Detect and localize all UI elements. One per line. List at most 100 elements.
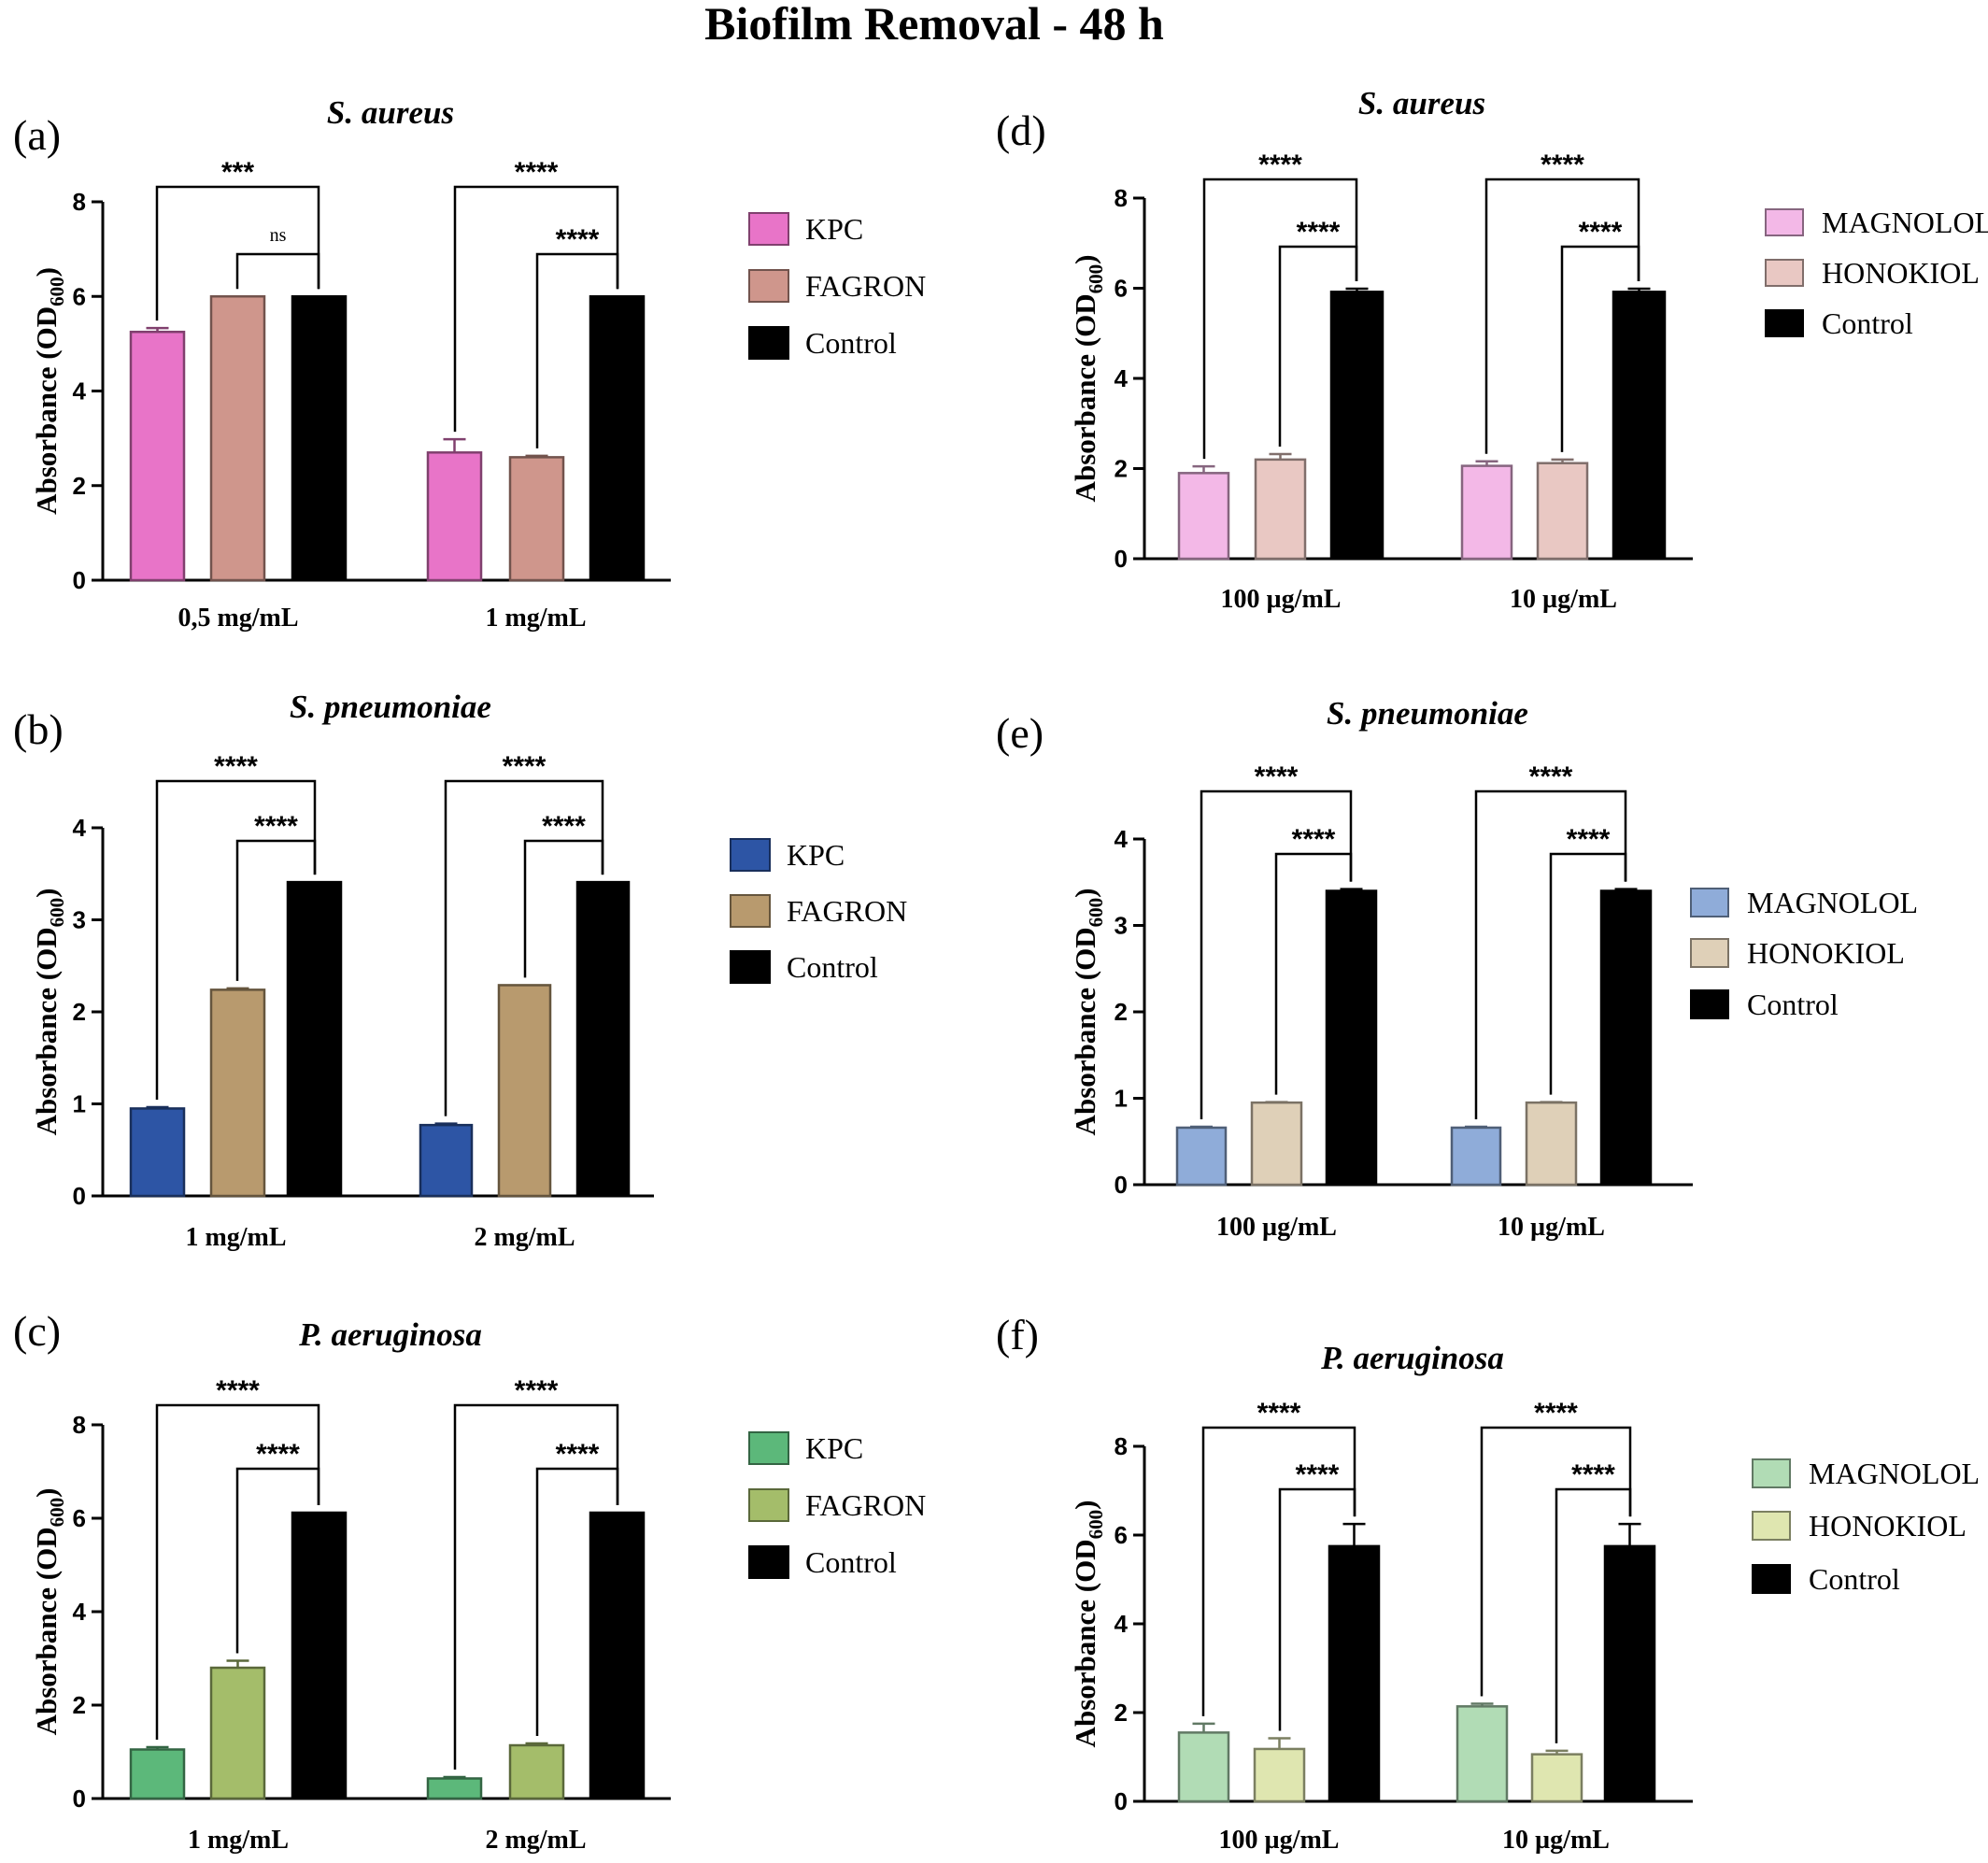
significance-bracket — [1480, 1426, 1632, 1697]
y-tick-label: 3 — [1115, 912, 1128, 940]
significance-label: **** — [254, 811, 298, 842]
bar-fagron — [508, 1743, 565, 1800]
legend-swatch — [748, 326, 789, 360]
significance-label: **** — [1541, 149, 1584, 180]
bar-magnolol — [1456, 1705, 1509, 1803]
legend-label: MAGNOLOL — [1809, 1457, 1980, 1490]
x-tick-label: 10 µg/mL — [1498, 1213, 1605, 1242]
x-tick-label: 2 mg/mL — [474, 1223, 575, 1252]
legend-swatch — [748, 1431, 789, 1465]
significance-bracket — [155, 185, 320, 321]
figure-title: Biofilm Removal - 48 h — [704, 0, 1164, 50]
bar-control — [1603, 1544, 1656, 1803]
y-tick-label: 2 — [1115, 998, 1128, 1026]
significance-label: **** — [1292, 824, 1336, 855]
panel-letter: (e) — [996, 709, 1044, 757]
chart-panel-a: (a) S. aureus Absorbance (OD600) 0 2 4 6 8 0,5 m… — [13, 94, 926, 633]
y-axis-label-main: Absorbance (OD — [30, 927, 63, 1135]
y-tick-label: 4 — [1115, 1610, 1129, 1638]
significance-label: **** — [542, 811, 586, 842]
x-tick-label: 10 µg/mL — [1510, 585, 1617, 614]
bar-kpc — [129, 330, 186, 582]
significance-label: **** — [1529, 761, 1573, 792]
chart-panel-c: (c) P. aeruginosa Absorbance (OD600) 0 2 4 6 8 1… — [13, 1307, 926, 1855]
panel-letter: (d) — [996, 107, 1046, 154]
legend-swatch — [1765, 208, 1804, 236]
y-tick-label: 0 — [73, 1182, 86, 1210]
legend-label: Control — [1747, 988, 1839, 1021]
bar-fagron — [209, 988, 266, 1198]
significance-label: **** — [1567, 824, 1611, 855]
y-tick-label: 1 — [1115, 1085, 1128, 1113]
significance-bracket — [1549, 852, 1627, 1095]
significance-bracket — [155, 1403, 320, 1740]
y-axis-label-subscript: 600 — [46, 1498, 68, 1528]
significance-bracket — [1201, 1426, 1356, 1716]
significance-bracket — [235, 839, 317, 981]
bar-control — [589, 295, 646, 582]
significance-label: **** — [1571, 1459, 1615, 1490]
y-tick-label: 2 — [73, 472, 86, 500]
bar-control — [286, 880, 343, 1198]
panel-letter: (f) — [996, 1311, 1039, 1358]
bar-fagron — [209, 295, 266, 582]
legend-label: Control — [805, 1545, 897, 1579]
bar-control — [291, 1511, 348, 1800]
chart-panel-f: (f) P. aeruginosa Absorbance (OD600) 0 2 4 6 8 1… — [996, 1311, 1980, 1855]
significance-label: **** — [515, 1375, 559, 1406]
significance-bracket — [1560, 245, 1640, 452]
significance-label: **** — [556, 1439, 600, 1470]
y-tick-label: 8 — [73, 188, 86, 216]
y-tick-label: 0 — [1115, 1787, 1128, 1815]
significance-label: **** — [503, 751, 547, 782]
significance-label: **** — [1296, 1459, 1340, 1490]
significance-label: **** — [256, 1439, 300, 1470]
significance-label: **** — [1255, 761, 1299, 792]
significance-bracket — [1202, 178, 1358, 460]
significance-label: **** — [515, 157, 559, 188]
legend-swatch — [1690, 888, 1729, 917]
significance-bracket — [1278, 245, 1358, 448]
bar-control — [291, 295, 348, 582]
significance-bracket — [1274, 852, 1353, 1095]
bar-control — [575, 880, 631, 1198]
legend-label: HONOKIOL — [1822, 256, 1980, 290]
bar-honokiol — [1536, 462, 1589, 561]
y-tick-label: 8 — [73, 1411, 86, 1439]
legend-label: HONOKIOL — [1809, 1509, 1967, 1543]
bar-control — [1612, 291, 1667, 561]
y-tick-label: 3 — [73, 906, 86, 934]
y-tick-label: 4 — [73, 1598, 87, 1626]
legend-label: Control — [805, 326, 897, 360]
bar-control — [1325, 889, 1378, 1187]
panel-title: S. pneumoniae — [1327, 695, 1528, 732]
significance-label: **** — [1258, 149, 1302, 180]
legend-label: FAGRON — [805, 1488, 926, 1522]
panel-title: P. aeruginosa — [298, 1316, 482, 1353]
y-tick-label: 4 — [1115, 364, 1129, 392]
legend-swatch — [730, 950, 771, 984]
chart-panel-e: (e) S. pneumoniae Absorbance (OD600) 0 1 2 3 4 1… — [996, 695, 1918, 1242]
significance-label: **** — [1534, 1398, 1578, 1429]
x-tick-label: 100 µg/mL — [1216, 1213, 1337, 1242]
bar-magnolol — [1460, 464, 1513, 561]
panel-title: S. aureus — [1358, 85, 1485, 121]
y-tick-label: 2 — [1115, 455, 1128, 483]
y-axis-label-main: Absorbance (OD — [30, 1527, 63, 1735]
significance-bracket — [1200, 789, 1353, 1120]
significance-bracket — [235, 252, 320, 290]
bar-honokiol — [1250, 1101, 1303, 1187]
y-axis-label-subscript: 600 — [1085, 1510, 1107, 1540]
y-tick-label: 6 — [1115, 275, 1128, 303]
panel-title: S. aureus — [327, 94, 454, 131]
y-tick-label: 1 — [73, 1090, 86, 1118]
significance-bracket — [235, 1467, 320, 1654]
y-tick-label: 8 — [1115, 184, 1128, 212]
legend-label: KPC — [805, 1431, 863, 1465]
bar-kpc — [129, 1107, 186, 1198]
significance-bracket — [535, 1467, 619, 1736]
legend-label: FAGRON — [787, 894, 907, 928]
panel-title: P. aeruginosa — [1320, 1340, 1504, 1376]
legend-label: MAGNOLOL — [1747, 886, 1918, 919]
x-tick-label: 1 mg/mL — [185, 1223, 286, 1252]
